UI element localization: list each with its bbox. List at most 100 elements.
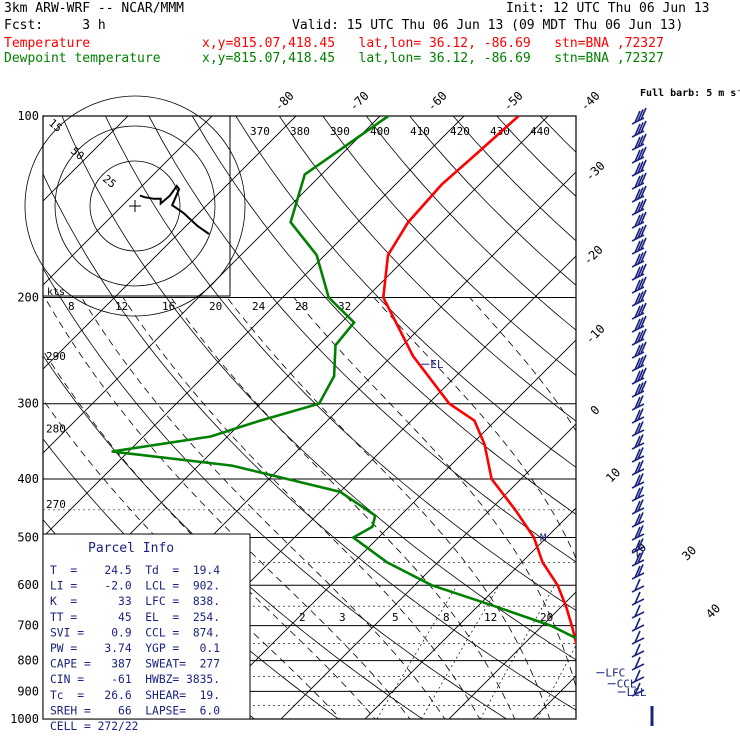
plot-frame <box>42 115 577 720</box>
moist-adiabat-line <box>373 297 576 560</box>
wind-barb <box>631 276 647 294</box>
mixing-ratio-label: 5 <box>392 611 399 624</box>
annotation-m: M <box>540 531 547 544</box>
isotherm-line <box>43 116 213 286</box>
dry-adiabat-label: 400 <box>370 125 390 138</box>
wind-barb <box>631 473 645 489</box>
dry-adiabat-label: 420 <box>450 125 470 138</box>
wind-barb <box>631 380 647 398</box>
temperature-legend: Temperature <box>4 36 91 51</box>
dry-adiabat-line <box>43 173 576 711</box>
parcel-info-title: Parcel Info <box>88 541 174 556</box>
isotherm-tick-label: -40 <box>578 89 603 114</box>
wind-barb <box>631 172 647 190</box>
dry-adiabat-line <box>322 116 576 376</box>
dry-adiabat-line <box>584 116 740 732</box>
mixing-ratio-label: 12 <box>484 611 497 624</box>
dry-adiabat-line <box>365 116 576 331</box>
moist-adiabat-line <box>578 298 688 732</box>
pressure-tick-label: 800 <box>17 654 39 668</box>
pressure-tick-label: 900 <box>17 684 39 698</box>
pressure-tick-label: 600 <box>17 578 39 592</box>
parcel-info-row: PW = 3.74 YGP = 0.1 <box>50 642 220 655</box>
wind-barb <box>631 237 647 255</box>
wind-barb <box>631 578 645 593</box>
moist-adiabat-line <box>293 297 576 689</box>
wind-barb <box>631 198 647 216</box>
parcel-info-row: Tc = 26.6 SHEAR= 19. <box>50 689 220 702</box>
isotherm-tick-label: 30 <box>679 543 699 563</box>
hodograph-ring-label: 25 <box>100 172 119 190</box>
dewpoint-location: x,y=815.07,418.45 lat,lon= 36.12, -86.69… <box>202 51 664 66</box>
isotherm-line <box>43 116 297 370</box>
hodograph-ring <box>89 160 181 252</box>
wind-barb <box>631 499 645 515</box>
wind-barb <box>631 617 645 632</box>
moist-adiabat-label: 24 <box>252 300 266 313</box>
dry-adiabat-line <box>671 116 740 732</box>
pressure-tick-label: 100 <box>17 109 39 123</box>
parcel-info-box <box>42 533 251 720</box>
parcel-info-row: SREH = 66 LAPSE= 6.0 <box>50 704 220 717</box>
wind-barb <box>631 591 645 606</box>
mixing-ratio-line <box>589 585 657 719</box>
dewpoint-trace <box>111 116 576 640</box>
wind-barb <box>631 434 645 450</box>
wind-barb <box>631 643 645 658</box>
dry-adiabat-line <box>496 116 576 197</box>
wind-barb <box>631 302 647 320</box>
parcel-info-row: SVI = 0.9 CCL = 874. <box>50 626 220 639</box>
isotherm-tick-label: -80 <box>272 89 297 114</box>
wind-barb <box>631 120 647 138</box>
valid-time: Valid: 15 UTC Thu 06 Jun 13 (09 MDT Thu … <box>292 18 684 33</box>
moist-adiabat-line <box>122 297 481 719</box>
wind-barb <box>631 341 647 359</box>
moist-adiabat-line <box>44 297 411 719</box>
moist-adiabat-label: 8 <box>68 300 75 313</box>
hodograph-ring <box>24 95 246 317</box>
init-time: Init: 12 UTC Thu 06 Jun 13 <box>506 1 710 16</box>
parcel-info-row: TT = 45 EL = 254. <box>50 611 220 624</box>
height-label: 270 <box>46 498 66 511</box>
dry-adiabat-label: 390 <box>330 125 350 138</box>
wind-barb <box>631 185 647 203</box>
wind-barb <box>631 460 645 476</box>
hodograph-ring-label: 15 <box>46 116 65 134</box>
wind-barb <box>631 447 645 463</box>
wind-barb <box>631 107 647 125</box>
isotherm-line <box>448 591 576 719</box>
dry-adiabat-label: 440 <box>530 125 550 138</box>
wind-barb <box>631 263 647 281</box>
moist-adiabat-line <box>170 297 516 719</box>
dry-adiabat-line <box>452 116 576 242</box>
wind-barb <box>631 211 647 229</box>
hodograph-units: kts <box>47 287 65 298</box>
wind-barb <box>631 512 645 528</box>
wind-barb <box>631 604 645 619</box>
dry-adiabat-line <box>627 116 740 732</box>
hodograph-trace <box>139 184 210 235</box>
parcel-info-row: LI = -2.0 LCL = 902. <box>50 580 220 593</box>
wind-barb <box>631 551 645 567</box>
dry-adiabat-line <box>235 116 576 468</box>
isotherm-tick-label: -20 <box>581 243 606 268</box>
wind-barb <box>631 289 647 307</box>
wind-barb <box>631 630 645 645</box>
wind-barb <box>631 408 645 424</box>
isotherm-line <box>701 116 740 719</box>
pressure-tick-label: 300 <box>17 397 39 411</box>
hodograph-ring <box>54 125 216 287</box>
moist-adiabat-line <box>43 349 376 719</box>
moist-adiabat-line <box>685 298 728 732</box>
mixing-ratio-label: 8 <box>443 611 450 624</box>
wind-barb <box>631 328 647 346</box>
annotation-lcl: LCL <box>627 686 647 699</box>
mixing-ratio-label: 20 <box>540 611 553 624</box>
mixing-ratio-line <box>421 585 500 719</box>
moist-adiabat-line <box>226 297 551 719</box>
temperature-trace <box>381 116 576 646</box>
moist-adiabat-label: 28 <box>295 300 308 313</box>
pressure-tick-label: 500 <box>17 530 39 544</box>
barb-legend: Full barb: 5 m s⁻¹ <box>640 88 740 99</box>
